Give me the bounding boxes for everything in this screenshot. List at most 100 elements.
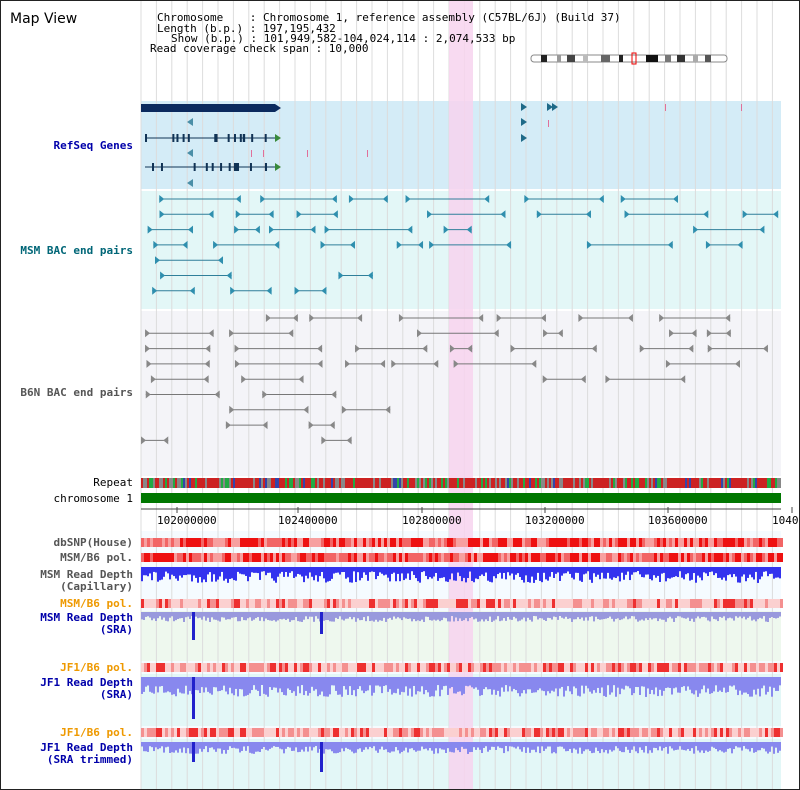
- axis-tick-label: 103600000: [648, 514, 708, 527]
- jf1-b6-pol-trim-bin: [498, 728, 501, 737]
- msm-read-depth-sra-label[interactable]: MSM Read Depth: [40, 611, 133, 624]
- msm-sra-depth: [661, 612, 663, 620]
- msm-b6-pol-sra-bin: [267, 599, 270, 608]
- msm-b6-pol-bin: [738, 553, 741, 562]
- jf1-trim-depth: [359, 742, 361, 749]
- dbsnp-bin: [270, 538, 273, 547]
- jf1-sra-depth: [307, 677, 309, 696]
- msm-b6-pol-sra-bin: [294, 599, 297, 608]
- dbsnp-bin: [681, 538, 684, 547]
- msm-cap-depth: [761, 567, 763, 577]
- jf1-read-depth-trimmed-label[interactable]: JF1 Read Depth: [40, 741, 133, 754]
- msm-b6-pol-sra-bin: [183, 599, 186, 608]
- jf1-b6-pol-bin: [618, 663, 621, 672]
- dbsnp-label[interactable]: dbSNP(House): [53, 536, 133, 549]
- msm-cap-depth: [283, 567, 285, 577]
- repeat-segment: [265, 478, 267, 488]
- dbsnp-bin: [399, 538, 402, 547]
- repeat-segment: [621, 478, 623, 488]
- msm-sra-depth: [535, 612, 537, 617]
- jf1-trim-depth: [165, 742, 167, 748]
- jf1-sra-depth: [479, 677, 481, 696]
- jf1-sra-depth: [539, 677, 541, 689]
- b6n-bac-label[interactable]: B6N BAC end pairs: [20, 386, 133, 399]
- jf1-b6-pol-bin: [327, 663, 330, 672]
- repeat-segment: [207, 478, 209, 488]
- jf1-b6-pol-bin: [600, 663, 603, 672]
- jf1-sra-depth: [779, 677, 781, 686]
- jf1-trim-depth: [289, 742, 291, 748]
- dbsnp-bin: [255, 538, 258, 547]
- msm-b6-pol-sra-bin: [741, 599, 744, 608]
- repeat-segment: [287, 478, 289, 488]
- jf1-sra-depth: [491, 677, 493, 695]
- msm-b6-pol-sra-bin: [162, 599, 165, 608]
- msm-cap-depth: [661, 567, 663, 574]
- jf1-sra-depth: [377, 677, 379, 686]
- msm-sra-depth: [649, 612, 651, 618]
- msm-cap-depth: [631, 567, 633, 575]
- repeat-segment: [459, 478, 461, 488]
- msm-b6-pol-bin: [576, 553, 579, 562]
- jf1-trim-depth: [753, 742, 755, 753]
- jf1-trim-depth: [261, 742, 263, 750]
- b6n-bac-end: [453, 359, 459, 368]
- jf1-sra-depth: [657, 677, 659, 697]
- jf1-read-depth-label[interactable]: JF1 Read Depth: [40, 676, 133, 689]
- jf1-b6-pol-bin: [360, 663, 363, 672]
- msm-b6-pol-bin: [780, 553, 783, 562]
- refseq-exon: [233, 134, 236, 142]
- dbsnp-bin: [237, 538, 240, 547]
- msm-b6-pol-bin: [195, 553, 198, 562]
- jf1-trim-depth: [425, 742, 427, 749]
- jf1-sra-depth: [537, 677, 539, 691]
- jf1-sra-depth: [219, 677, 221, 691]
- jf1-sra-depth: [323, 677, 325, 697]
- refseq-exon: [228, 163, 231, 171]
- jf1-b6-pol-trim-bin: [345, 728, 348, 737]
- refseq-genes-label[interactable]: RefSeq Genes: [53, 139, 133, 152]
- jf1-sra-depth: [361, 677, 363, 691]
- msm-b6-pol-bin: [180, 553, 183, 562]
- msm-sra-depth: [247, 612, 249, 619]
- msm-cap-depth: [205, 567, 207, 583]
- msm-b6-pol-sra-label[interactable]: MSM/B6 pol.: [60, 597, 133, 610]
- jf1-b6-pol-trim-bin: [354, 728, 357, 737]
- msm-b6-pol-label[interactable]: MSM/B6 pol.: [60, 551, 133, 564]
- msm-cap-depth: [163, 567, 165, 577]
- msm-bac-label[interactable]: MSM BAC end pairs: [20, 244, 133, 257]
- jf1-b6-pol-label[interactable]: JF1/B6 pol.: [60, 661, 133, 674]
- jf1-sra-depth: [199, 677, 201, 693]
- repeat-segment: [281, 478, 283, 488]
- msm-cap-depth: [571, 567, 573, 578]
- msm-sra-depth: [579, 612, 581, 620]
- jf1-b6-pol-bin: [633, 663, 636, 672]
- repeat-segment: [381, 478, 383, 488]
- repeat-segment: [141, 478, 143, 488]
- jf1-b6-pol-bin: [276, 663, 279, 672]
- jf1-trim-depth: [567, 742, 569, 752]
- jf1-sra-depth: [675, 677, 677, 688]
- msm-sra-depth: [255, 612, 257, 619]
- msm-sra-depth: [655, 612, 657, 619]
- jf1-sra-depth: [181, 677, 183, 694]
- dbsnp-bin: [309, 538, 312, 547]
- msm-bac-end: [418, 240, 424, 249]
- msm-b6-pol-sra-bin: [375, 599, 378, 608]
- dbsnp-bin: [573, 538, 576, 547]
- msm-sra-depth: [741, 612, 743, 619]
- jf1-trim-depth: [435, 742, 437, 749]
- jf1-sra-depth: [203, 677, 205, 693]
- msm-sra-depth: [565, 612, 567, 617]
- jf1-b6-pol-bin: [492, 663, 495, 672]
- dbsnp-bin: [591, 538, 594, 547]
- jf1-b6-pol-trim-bin: [540, 728, 543, 737]
- jf1-trim-depth: [305, 742, 307, 747]
- jf1-b6-pol-trimmed-label[interactable]: JF1/B6 pol.: [60, 726, 133, 739]
- msm-sra-depth: [295, 612, 297, 618]
- jf1-sra-depth: [285, 677, 287, 696]
- msm-read-depth-capillary-label[interactable]: MSM Read Depth: [40, 568, 133, 581]
- msm-cap-depth: [657, 567, 659, 576]
- jf1-sra-depth: [749, 677, 751, 697]
